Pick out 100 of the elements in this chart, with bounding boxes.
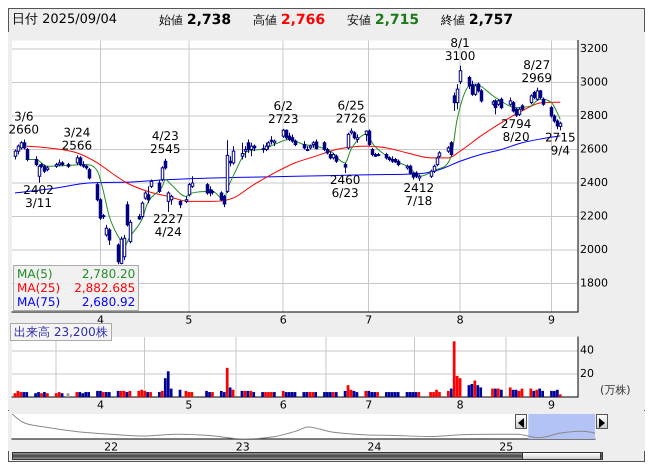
bar bbox=[220, 390, 223, 397]
bar bbox=[128, 390, 132, 397]
bar bbox=[532, 390, 536, 397]
x-tick-label: 7 bbox=[365, 313, 372, 326]
bar bbox=[143, 390, 146, 397]
bar bbox=[512, 390, 515, 397]
bar bbox=[158, 392, 161, 397]
text: MA(75) 2,680.92 bbox=[17, 295, 136, 309]
bar bbox=[514, 390, 518, 397]
bar bbox=[190, 392, 194, 397]
x-tick-label: 8 bbox=[456, 313, 464, 326]
bar bbox=[364, 390, 368, 397]
bar bbox=[14, 393, 16, 397]
chart-title: 日付 2025/09/04 bbox=[12, 11, 118, 29]
bar bbox=[166, 371, 170, 397]
x-tick-label: 24 bbox=[367, 440, 382, 454]
bar bbox=[452, 341, 456, 397]
annotation: 2412 7/18 bbox=[404, 181, 434, 208]
bar bbox=[208, 392, 211, 397]
bar bbox=[60, 393, 64, 397]
bar bbox=[520, 388, 524, 397]
bar bbox=[261, 392, 264, 397]
bar bbox=[394, 392, 397, 397]
x-tick-label: 22 bbox=[104, 440, 118, 454]
bar bbox=[178, 390, 182, 397]
bar bbox=[126, 392, 128, 397]
bar bbox=[308, 392, 312, 397]
y-tick-label: 3200 bbox=[580, 42, 608, 55]
bar bbox=[246, 390, 250, 397]
bar bbox=[326, 392, 329, 397]
y-tick-label: 2000 bbox=[580, 242, 608, 256]
x-tick-label: 5 bbox=[185, 313, 192, 326]
bar bbox=[137, 390, 140, 397]
bar bbox=[54, 393, 58, 397]
bar bbox=[518, 390, 520, 397]
bar bbox=[102, 392, 105, 397]
bar bbox=[305, 392, 308, 397]
bar bbox=[116, 390, 120, 397]
bar bbox=[244, 390, 246, 397]
bar bbox=[344, 390, 346, 397]
y-tick-label: 2200 bbox=[580, 209, 608, 222]
bar bbox=[334, 392, 338, 397]
bar bbox=[226, 368, 229, 397]
bar bbox=[249, 390, 252, 397]
bar bbox=[373, 392, 376, 397]
bar bbox=[385, 392, 388, 397]
bar bbox=[408, 392, 412, 397]
bar bbox=[184, 390, 188, 397]
bar bbox=[352, 390, 356, 397]
annotation: 2227 4/24 bbox=[152, 212, 184, 240]
bar bbox=[500, 390, 503, 397]
bar bbox=[46, 393, 49, 397]
bar bbox=[367, 390, 370, 397]
bar bbox=[476, 385, 480, 397]
y-axis-title: (万株) bbox=[600, 383, 631, 396]
x-tick-label: 8 bbox=[456, 398, 464, 412]
x-tick-label: 4 bbox=[96, 398, 104, 412]
bar bbox=[40, 393, 43, 397]
bar bbox=[497, 388, 500, 397]
bar bbox=[122, 390, 126, 397]
bar bbox=[302, 392, 306, 397]
bar bbox=[450, 388, 453, 397]
y-tick-label: 40 bbox=[580, 344, 594, 357]
bar bbox=[188, 392, 190, 397]
text: 安値 2,715 bbox=[347, 12, 420, 28]
bar bbox=[16, 390, 20, 397]
bar bbox=[494, 388, 497, 397]
y-tick-label: 2800 bbox=[580, 108, 608, 122]
bar bbox=[104, 392, 108, 397]
bar bbox=[412, 392, 414, 397]
bar bbox=[388, 392, 391, 397]
bar bbox=[376, 392, 379, 397]
bar bbox=[390, 392, 394, 397]
bar bbox=[273, 392, 276, 397]
bar bbox=[556, 390, 559, 397]
bar bbox=[553, 390, 556, 397]
bar bbox=[438, 392, 441, 397]
bar bbox=[222, 392, 226, 397]
x-tick-label: 6 bbox=[280, 398, 287, 412]
bar bbox=[468, 385, 470, 397]
bar bbox=[240, 390, 244, 397]
bar bbox=[264, 392, 267, 397]
bar bbox=[252, 392, 256, 397]
bar bbox=[232, 390, 234, 397]
bar bbox=[96, 390, 99, 397]
bar bbox=[332, 392, 335, 397]
bar bbox=[205, 390, 208, 397]
bar bbox=[311, 392, 314, 397]
x-tick-label: 6 bbox=[280, 313, 287, 326]
bar bbox=[22, 392, 26, 397]
bar bbox=[149, 392, 152, 397]
bar bbox=[78, 392, 82, 397]
bar bbox=[473, 380, 476, 397]
annotation: 6/25 2726 bbox=[336, 98, 366, 126]
bar bbox=[140, 390, 144, 397]
bar bbox=[417, 392, 420, 397]
bar bbox=[284, 392, 288, 397]
bar bbox=[508, 387, 512, 397]
bar bbox=[432, 392, 435, 397]
text: 終値 2,757 bbox=[441, 12, 514, 28]
